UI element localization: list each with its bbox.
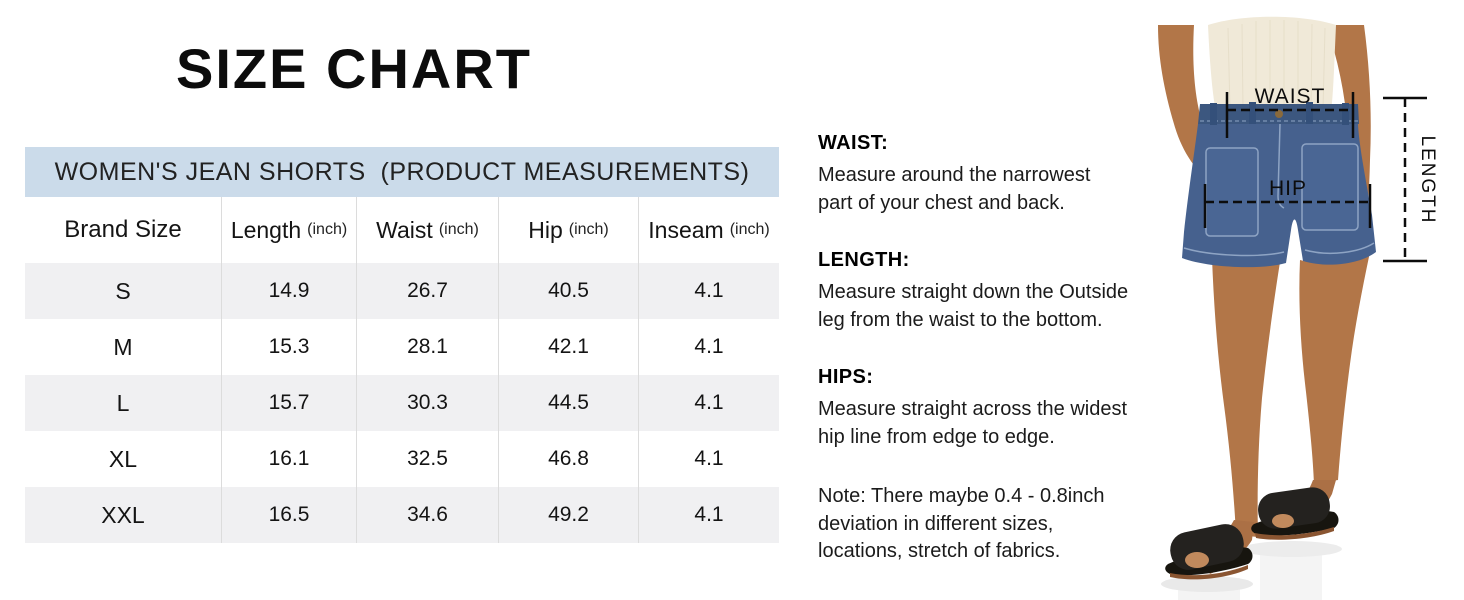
cell-hip: 42.1 xyxy=(498,319,638,375)
waist-heading: WAIST: xyxy=(818,132,889,154)
cell-size: M xyxy=(113,333,133,360)
left-patch-pocket xyxy=(1205,147,1259,237)
table-row-s: S 14.9 26.7 40.5 4.1 xyxy=(25,263,779,319)
sandals xyxy=(1165,487,1339,580)
cell-waist: 28.1 xyxy=(356,319,498,375)
waistband-button xyxy=(1275,110,1283,118)
product-photo: WAIST HIP LENGTH xyxy=(1150,0,1464,600)
cell-size: XXL xyxy=(101,501,145,528)
cell-inseam: 4.1 xyxy=(638,319,779,375)
table-row-m: M 15.3 28.1 42.1 4.1 xyxy=(25,319,779,375)
model-top xyxy=(1208,16,1336,112)
cell-inseam: 4.1 xyxy=(638,487,779,543)
cell-waist: 26.7 xyxy=(356,263,498,319)
waist-measure-line xyxy=(1225,92,1355,138)
measurement-instructions: WAIST: Measure around the narrowest part… xyxy=(818,132,1168,566)
cell-waist: 30.3 xyxy=(356,375,498,431)
cell-waist: 34.6 xyxy=(356,487,498,543)
waist-annotation-label: WAIST xyxy=(1255,85,1326,108)
page-title: SIZE CHART xyxy=(176,37,532,100)
cell-length: 14.9 xyxy=(221,263,356,319)
cell-size: S xyxy=(115,277,131,304)
table-row-xl: XL 16.1 32.5 46.8 4.1 xyxy=(25,431,779,487)
deviation-note: Note: There maybe 0.4 - 0.8inch deviatio… xyxy=(818,485,1105,562)
column-header-length: Length (inch) xyxy=(221,197,356,263)
cell-inseam: 4.1 xyxy=(638,375,779,431)
table-row-l: L 15.7 30.3 44.5 4.1 xyxy=(25,375,779,431)
column-header-inseam: Inseam (inch) xyxy=(638,197,779,263)
length-measure-line xyxy=(1383,96,1427,263)
table-title: WOMEN'S JEAN SHORTS (PRODUCT MEASUREMENT… xyxy=(54,157,750,186)
column-header-brand-size: Brand Size xyxy=(64,216,182,243)
cell-length: 16.5 xyxy=(221,487,356,543)
hips-heading: HIPS: xyxy=(818,366,874,388)
hips-instruction: HIPS: Measure straight across the widest… xyxy=(818,366,1168,451)
hip-annotation-label: HIP xyxy=(1269,177,1307,200)
left-toes xyxy=(1185,552,1209,568)
cell-size: L xyxy=(116,389,130,416)
right-patch-pocket xyxy=(1301,143,1359,231)
hip-measure-line xyxy=(1203,184,1372,228)
cell-length: 15.7 xyxy=(221,375,356,431)
table-title-bar: WOMEN'S JEAN SHORTS (PRODUCT MEASUREMENT… xyxy=(25,147,779,197)
table-header-row: Brand Size Length (inch) Waist (inch) Hip(… xyxy=(25,197,779,263)
cell-hip: 49.2 xyxy=(498,487,638,543)
length-heading: LENGTH: xyxy=(818,249,910,271)
floor-reflection xyxy=(1161,541,1342,600)
length-instruction: LENGTH: Measure straight down the Outsid… xyxy=(818,249,1168,334)
cell-size: XL xyxy=(108,445,138,472)
cell-hip: 46.8 xyxy=(498,431,638,487)
cell-hip: 40.5 xyxy=(498,263,638,319)
column-header-hip: Hip (inch) xyxy=(498,197,638,263)
size-table: WOMEN'S JEAN SHORTS (PRODUCT MEASUREMENT… xyxy=(25,147,779,543)
rib-texture xyxy=(1227,20,1326,111)
cell-inseam: 4.1 xyxy=(638,263,779,319)
cell-hip: 44.5 xyxy=(498,375,638,431)
table-row-xxl: XXL 16.5 34.6 49.2 4.1 xyxy=(25,487,779,543)
right-toes xyxy=(1272,514,1294,528)
cell-waist: 32.5 xyxy=(356,431,498,487)
cell-length: 15.3 xyxy=(221,319,356,375)
length-annotation-label: LENGTH xyxy=(1417,135,1438,224)
cell-inseam: 4.1 xyxy=(638,431,779,487)
cell-length: 16.1 xyxy=(221,431,356,487)
waist-instruction: WAIST: Measure around the narrowest part… xyxy=(818,132,1168,217)
column-header-waist: Waist (inch) xyxy=(356,197,498,263)
